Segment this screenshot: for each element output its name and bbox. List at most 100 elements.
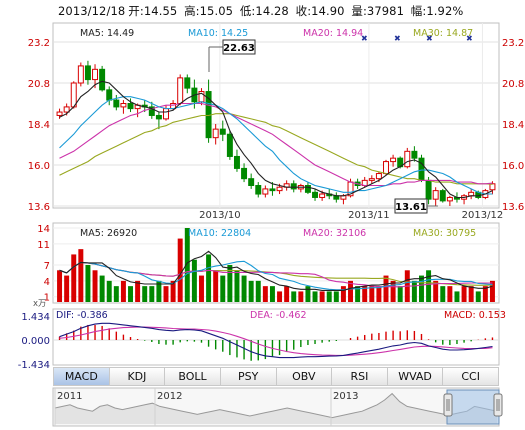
- navigator-series: [54, 392, 498, 424]
- price-panel: [52, 22, 500, 209]
- macd-legend-macd: MACD: 0.153: [444, 310, 506, 321]
- volume-bar: [482, 286, 488, 302]
- volume-legend-ma30: MA30: 30795: [413, 228, 476, 239]
- header-change: 幅:1.92%: [410, 4, 464, 18]
- header-close: 收:14.90: [295, 4, 345, 18]
- volume-bar: [419, 275, 424, 302]
- volume-bar: [163, 286, 169, 302]
- legend-ma20: MA20: 14.94: [303, 28, 363, 39]
- volume-bar: [57, 270, 63, 302]
- volume-bar: [475, 291, 481, 302]
- volume-bar: [468, 286, 474, 302]
- candle-body: [468, 191, 475, 197]
- candle-body: [425, 179, 432, 200]
- event-marker-icon[interactable]: ✖: [361, 34, 368, 43]
- navigator-line: [54, 392, 498, 419]
- volume-bar: [362, 286, 368, 302]
- tab-wvad[interactable]: WVAD: [387, 368, 444, 385]
- volume-panel: [52, 222, 500, 304]
- volume-bar: [277, 291, 283, 302]
- navigator-year-label: 2011: [57, 391, 82, 402]
- volume-bar: [106, 280, 112, 302]
- event-marker-icon[interactable]: ✖: [394, 34, 401, 43]
- candle-body: [148, 106, 155, 116]
- candle-body: [312, 191, 319, 198]
- tab-boll[interactable]: BOLL: [165, 368, 221, 385]
- volume-tick-label: 11: [37, 240, 50, 251]
- candle-body: [106, 89, 113, 101]
- macd-axis: 1.434 0.000 -1.434: [18, 312, 499, 371]
- legend-ma10: MA10: 14.25: [188, 28, 248, 39]
- candle-body: [255, 185, 262, 195]
- volume-bar: [355, 286, 361, 302]
- price-tick-label-right: 20.8: [502, 79, 524, 90]
- macd-panel: [52, 308, 500, 366]
- volume-bar: [348, 280, 353, 302]
- candle-body: [127, 103, 134, 110]
- tab-cci[interactable]: CCI: [443, 368, 498, 385]
- candle-body: [163, 108, 169, 120]
- price-axis-right: 23.2 20.8 18.4 16.0 13.6: [502, 38, 524, 213]
- tab-obv[interactable]: OBV: [276, 368, 333, 385]
- candle-body: [155, 114, 162, 120]
- navigator-left-handle[interactable]: [443, 393, 453, 417]
- volume-bar: [184, 228, 190, 302]
- volume-bar: [255, 280, 261, 302]
- navigator-year-label: 2013: [333, 391, 358, 402]
- candle-body: [113, 99, 120, 108]
- candle-body: [262, 188, 269, 195]
- candle-body: [63, 106, 70, 113]
- volume-bar: [312, 291, 318, 302]
- candle-body: [432, 190, 439, 200]
- price-tick-label-right: 23.2: [502, 38, 524, 49]
- candle-body: [269, 188, 276, 192]
- time-label: 2013/11: [348, 210, 390, 221]
- navigator-range-selector[interactable]: [446, 389, 500, 425]
- event-marker-icon[interactable]: ✖: [426, 34, 433, 43]
- volume-bar: [156, 280, 162, 302]
- candle-body: [226, 133, 233, 157]
- volume-bar: [376, 286, 382, 302]
- volume-bar: [411, 280, 417, 302]
- tab-rsi[interactable]: RSI: [332, 368, 388, 385]
- price-tick-label-right: 18.4: [502, 120, 524, 131]
- volume-bar: [92, 270, 98, 302]
- low-annotation-label: 13.61: [395, 202, 427, 213]
- tab-kdj[interactable]: KDJ: [109, 368, 166, 385]
- time-label: 2013/10: [199, 210, 241, 221]
- candle-body: [383, 161, 389, 175]
- volume-bar: [461, 286, 467, 302]
- candle-body: [375, 173, 382, 180]
- candle-body: [120, 103, 127, 108]
- candle-body: [418, 157, 425, 181]
- candle-body: [304, 185, 311, 193]
- volume-legend-ma5: MA5: 26920: [80, 228, 137, 239]
- dif-line: [59, 322, 493, 359]
- macd-lines: [59, 322, 493, 359]
- volume-bar: [206, 254, 212, 302]
- volume-bar: [340, 286, 346, 302]
- price-axis-left: 23.2 20.8 18.4 16.0 13.6: [28, 38, 50, 213]
- legend-ma5: MA5: 14.49: [80, 28, 134, 39]
- navigator-area: [55, 393, 497, 424]
- tab-psy[interactable]: PSY: [220, 368, 277, 385]
- candle-body: [177, 77, 184, 104]
- price-tick-label: 16.0: [28, 161, 50, 172]
- ma5-line: [59, 80, 493, 199]
- candle-body: [290, 183, 297, 190]
- volume-ma5-line: [59, 250, 493, 291]
- header-high: 高:15.05: [184, 4, 234, 18]
- volume-bar: [85, 265, 91, 302]
- tab-macd[interactable]: MACD: [54, 368, 110, 385]
- event-marker-icon[interactable]: ✖: [466, 34, 473, 43]
- ma10-line: [59, 96, 493, 195]
- volume-unit: x万: [33, 299, 47, 309]
- volume-tick-label: 1: [44, 293, 50, 304]
- price-tick-label-right: 13.6: [502, 202, 524, 213]
- candle-body: [99, 68, 106, 91]
- navigator-year-label: 2012: [157, 391, 182, 402]
- volume-bar: [234, 270, 240, 302]
- volume-bars: [57, 228, 495, 302]
- volume-bar: [191, 259, 197, 302]
- navigator-right-handle[interactable]: [493, 393, 503, 417]
